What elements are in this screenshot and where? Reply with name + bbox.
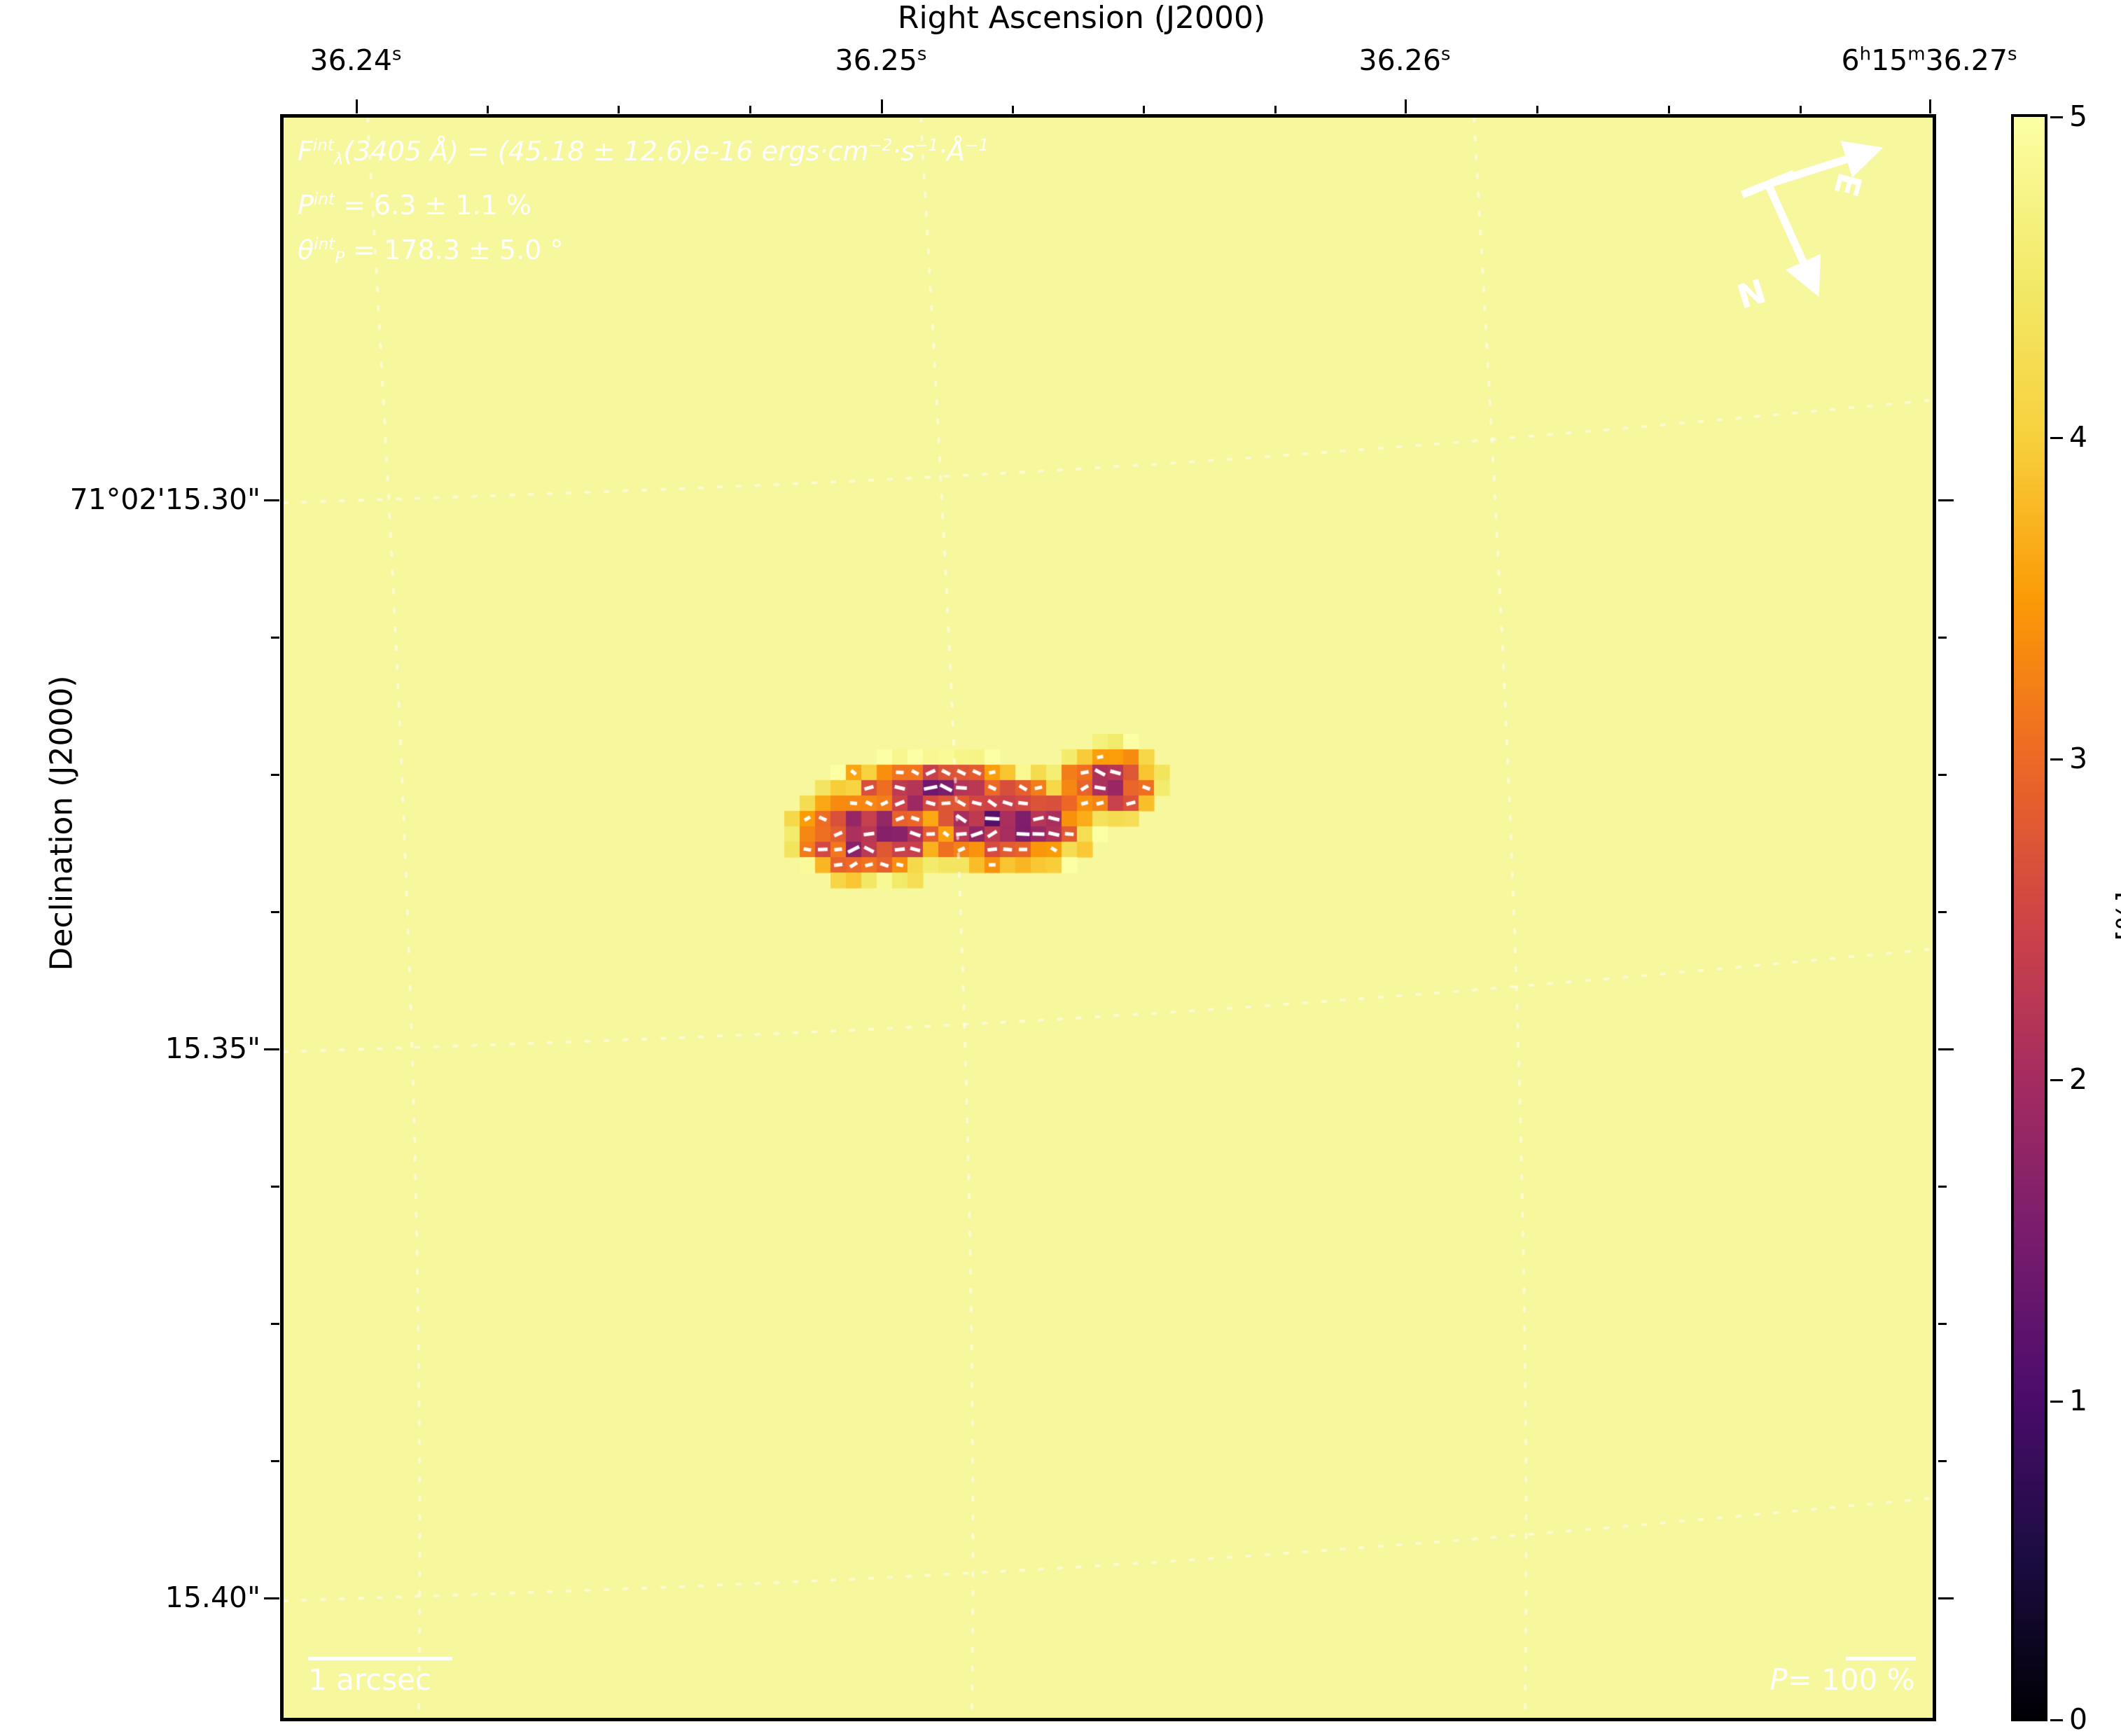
x-minor-tick xyxy=(1536,106,1538,113)
y-axis-title: Declination (J2000) xyxy=(43,675,80,971)
x-minor-tick xyxy=(1143,106,1145,113)
x-tick-mark xyxy=(356,99,358,113)
sky-image-axes[interactable]: Fintλ(3405 Å) = (45.18 ± 12.6)e-16 ergs·… xyxy=(280,114,1936,1721)
y-tick-mark-right xyxy=(1938,1597,1954,1599)
y-minor-tick xyxy=(271,774,279,776)
x-minor-tick xyxy=(618,106,620,113)
x-tick-mark xyxy=(1929,99,1931,113)
compass-arrows-icon xyxy=(1740,141,1884,298)
y-minor-tick xyxy=(271,911,279,913)
y-tick-mark xyxy=(264,499,279,501)
source-measurements-annotation: Fintλ(3405 Å) = (45.18 ± 12.6)e-16 ergs·… xyxy=(298,126,989,279)
x-tick-mark xyxy=(881,99,883,113)
y-minor-tick xyxy=(271,1323,279,1325)
y-minor-tick xyxy=(271,1460,279,1462)
scale-bar-line xyxy=(308,1657,452,1660)
x-axis-title: Right Ascension (J2000) xyxy=(897,0,1266,36)
flux-annotation: Fintλ(3405 Å) = (45.18 ± 12.6)e-16 ergs·… xyxy=(298,135,989,169)
x-minor-tick xyxy=(749,106,751,113)
x-tick-label: 36.25s xyxy=(835,43,927,77)
x-minor-tick xyxy=(1800,106,1802,113)
polarization-scale-legend: P= 100 % xyxy=(1769,1657,1916,1695)
colorbar-tick-label: 3 xyxy=(2069,742,2088,775)
y-minor-tick-right xyxy=(1938,911,1947,913)
x-minor-tick xyxy=(487,106,489,113)
x-minor-tick xyxy=(1274,106,1277,113)
polarization-vector-overlay xyxy=(284,118,1933,1718)
colorbar-tick-label: 2 xyxy=(2069,1062,2088,1096)
x-tick-label: 36.26s xyxy=(1358,43,1451,77)
y-tick-mark-right xyxy=(1938,499,1954,501)
x-tick-label: 6h15m36.27s xyxy=(1841,43,2017,77)
y-tick-mark xyxy=(264,1048,279,1050)
colorbar-tick-label: 0 xyxy=(2069,1702,2088,1736)
x-tick-label: 36.24s xyxy=(310,43,402,77)
y-tick-mark-right xyxy=(1938,1048,1954,1050)
colorbar xyxy=(2011,114,2047,1721)
y-minor-tick-right xyxy=(1938,1186,1947,1188)
colorbar-title: σP [%] xyxy=(2110,891,2121,980)
y-tick-label: 71°02'15.30" xyxy=(69,482,260,516)
x-minor-tick xyxy=(1012,106,1014,113)
colorbar-tick-label: 1 xyxy=(2069,1384,2088,1417)
colorbar-tick-label: 5 xyxy=(2069,99,2088,133)
colorbar-gradient xyxy=(2014,117,2045,1718)
scale-bar: 1 arcsec xyxy=(308,1657,452,1695)
colorbar-tick xyxy=(2050,758,2063,761)
y-tick-label: 15.40" xyxy=(165,1581,260,1614)
y-minor-tick xyxy=(271,637,279,639)
y-minor-tick-right xyxy=(1938,1460,1947,1462)
y-minor-tick xyxy=(271,1186,279,1188)
degree-of-polarization-annotation: Pint = 6.3 ± 1.1 % xyxy=(298,189,531,221)
polarization-legend-label: P= 100 % xyxy=(1769,1662,1915,1697)
colorbar-tick xyxy=(2050,1401,2063,1403)
colorbar-tick xyxy=(2050,437,2063,439)
colorbar-tick-label: 4 xyxy=(2069,420,2088,454)
compass-rose: N E xyxy=(1702,125,1912,335)
polarization-legend-line xyxy=(1846,1657,1916,1660)
x-minor-tick xyxy=(1668,106,1670,113)
y-minor-tick-right xyxy=(1938,1323,1947,1325)
colorbar-tick xyxy=(2050,1079,2063,1081)
colorbar-tick xyxy=(2050,116,2063,118)
y-minor-tick-right xyxy=(1938,637,1947,639)
polarization-angle-annotation: θintP = 178.3 ± 5.0 ° xyxy=(298,235,564,268)
y-minor-tick-right xyxy=(1938,774,1947,776)
colorbar-tick xyxy=(2050,1719,2063,1721)
y-tick-label: 15.35" xyxy=(165,1032,260,1065)
x-tick-mark xyxy=(1405,99,1407,113)
y-tick-mark xyxy=(264,1597,279,1599)
scale-bar-label: 1 arcsec xyxy=(308,1662,432,1697)
